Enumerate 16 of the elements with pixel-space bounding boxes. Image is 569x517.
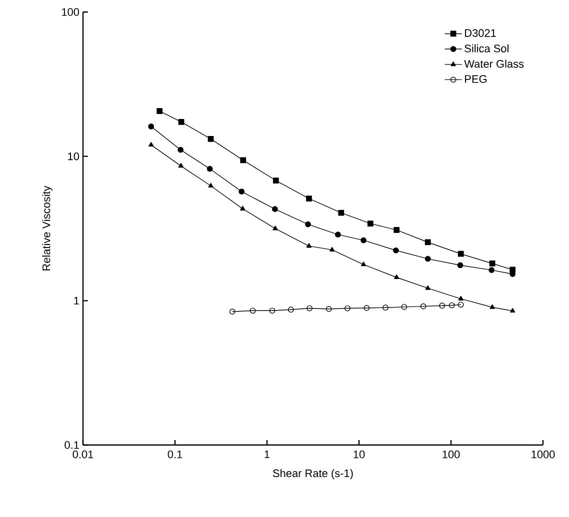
y-tick-label: 10 [68, 152, 80, 160]
y-tick-label: 0.1 [64, 441, 79, 449]
x-tick-label: 10 [354, 450, 365, 458]
y-axis-title: Relative Viscosity [42, 186, 52, 270]
y-tick-label: 100 [62, 8, 80, 16]
x-tick-label: 1 [264, 450, 270, 458]
x-tick-label: 0.01 [72, 450, 94, 458]
legend-label: Water Glass [464, 60, 524, 68]
legend-label: D3021 [465, 29, 496, 37]
x-tick-label: 1000 [532, 450, 555, 458]
legend-label: PEG [465, 75, 486, 83]
x-tick-label: 100 [442, 450, 460, 458]
y-tick-label: 1 [74, 296, 79, 304]
legend-label: Silica Sol [464, 44, 508, 52]
x-axis-title: Shear Rate (s-1) [273, 469, 353, 480]
x-tick-label: 0.1 [168, 450, 182, 458]
